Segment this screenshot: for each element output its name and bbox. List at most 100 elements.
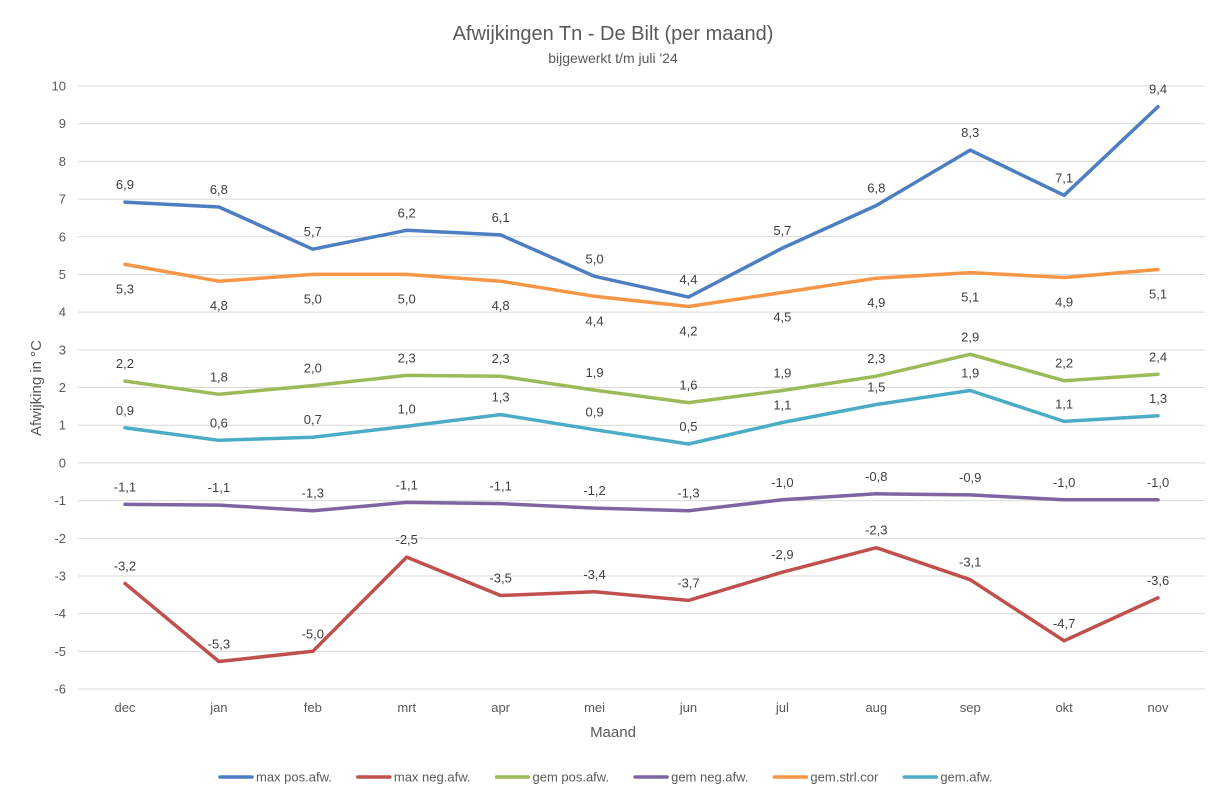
data-label: 1,1	[773, 398, 791, 413]
x-tick-label: mei	[584, 700, 605, 715]
legend-label: gem.afw.	[940, 770, 992, 785]
legend-label: gem.strl.cor	[810, 770, 879, 785]
legend: max pos.afw. max neg.afw. gem pos.afw. gem …	[218, 770, 992, 785]
x-tick-label: feb	[304, 700, 322, 715]
data-label: 1,0	[398, 401, 416, 416]
data-label: 1,8	[210, 369, 228, 384]
y-tick-label: 1	[59, 418, 66, 433]
y-tick-label: 10	[52, 79, 66, 94]
data-label: 1,3	[492, 390, 510, 405]
legend-label: gem neg.afw.	[671, 770, 748, 785]
data-label: -1,0	[1053, 475, 1075, 490]
data-label: -3,5	[489, 571, 511, 586]
data-label: 7,1	[1055, 170, 1073, 185]
data-label: -1,1	[208, 480, 230, 495]
x-tick-label: nov	[1148, 700, 1169, 715]
x-tick-label: jun	[679, 700, 697, 715]
legend-item: gem.strl.cor	[772, 770, 879, 785]
data-label: 0,7	[304, 412, 322, 427]
data-label: 1,9	[586, 365, 604, 380]
x-tick-label: aug	[865, 700, 887, 715]
y-tick-label: -2	[54, 531, 66, 546]
data-label: 2,2	[116, 356, 134, 371]
data-label: -3,6	[1147, 573, 1169, 588]
data-label: 4,8	[210, 298, 228, 313]
data-label: -1,3	[302, 486, 324, 501]
data-label: 0,5	[679, 419, 697, 434]
data-label: 2,9	[961, 329, 979, 344]
y-tick-label: 8	[59, 154, 66, 169]
data-label: 2,2	[1055, 356, 1073, 371]
y-tick-label: 0	[59, 455, 66, 470]
data-label: 5,7	[304, 224, 322, 239]
legend-item: gem neg.afw.	[633, 770, 748, 785]
y-tick-label: -3	[54, 568, 66, 583]
y-tick-label: 9	[59, 116, 66, 131]
data-label: 0,9	[116, 403, 134, 418]
data-label: 4,5	[773, 310, 791, 325]
y-tick-label: 3	[59, 342, 66, 357]
x-tick-label: jul	[775, 700, 789, 715]
y-tick-label: 5	[59, 267, 66, 282]
series-lines	[123, 104, 1160, 664]
legend-item: max pos.afw.	[218, 770, 332, 785]
data-label: 6,8	[210, 182, 228, 197]
data-labels: 6,9 6,8 5,7 6,2 6,1 5,0 4,4 5,7 6,8 8,3 7,1 9,4 -3,2…	[114, 82, 1169, 652]
x-tick-label: jan	[209, 700, 227, 715]
data-label: 4,8	[492, 298, 510, 313]
data-label: -3,7	[677, 575, 699, 590]
data-label: -2,5	[396, 532, 418, 547]
data-label: -1,0	[771, 475, 793, 490]
y-tick-label: -5	[54, 644, 66, 659]
data-label: 4,2	[679, 323, 697, 338]
data-label: -3,2	[114, 558, 136, 573]
x-tick-label: okt	[1055, 700, 1073, 715]
data-label: -4,7	[1053, 616, 1075, 631]
data-label: 6,8	[867, 180, 885, 195]
y-tick-label: -1	[54, 493, 66, 508]
chart-subtitle: bijgewerkt t/m juli '24	[548, 50, 678, 66]
x-axis-ticks: dec jan feb mrt apr mei jun jul aug sep okt nov	[114, 700, 1169, 715]
y-tick-label: 6	[59, 229, 66, 244]
data-label: 1,5	[867, 379, 885, 394]
data-label: 6,9	[116, 177, 134, 192]
data-label: -0,9	[959, 470, 981, 485]
data-label: 2,0	[304, 361, 322, 376]
data-label: 2,4	[1149, 349, 1167, 364]
data-label: 0,9	[586, 405, 604, 420]
legend-label: max pos.afw.	[256, 770, 332, 785]
legend-label: gem pos.afw.	[532, 770, 609, 785]
series-line-4	[123, 492, 1160, 513]
data-label: 6,2	[398, 205, 416, 220]
data-label: 8,3	[961, 125, 979, 140]
data-label: 2,3	[398, 350, 416, 365]
data-label: 5,1	[961, 290, 979, 305]
chart-title: Afwijkingen Tn - De Bilt (per maand)	[453, 23, 774, 45]
data-label: 5,7	[773, 223, 791, 238]
data-label: 5,3	[116, 281, 134, 296]
data-label: 2,3	[867, 351, 885, 366]
x-tick-label: sep	[960, 700, 981, 715]
data-label: -1,0	[1147, 475, 1169, 490]
data-label: -5,0	[302, 626, 324, 641]
gridlines	[78, 85, 1205, 690]
legend-item: max neg.afw.	[356, 770, 470, 785]
y-tick-label: -4	[54, 606, 66, 621]
data-label: 1,3	[1149, 391, 1167, 406]
data-label: 5,0	[304, 291, 322, 306]
x-tick-label: dec	[114, 700, 135, 715]
data-label: -5,3	[208, 636, 230, 651]
data-label: 5,1	[1149, 287, 1167, 302]
legend-item: gem pos.afw.	[494, 770, 609, 785]
data-label: -3,1	[959, 555, 981, 570]
x-tick-label: mrt	[397, 700, 416, 715]
series-line-5	[123, 262, 1160, 309]
data-label: 4,9	[867, 295, 885, 310]
data-label: 4,4	[679, 272, 697, 287]
data-label: 1,9	[773, 366, 791, 381]
data-label: -1,1	[114, 479, 136, 494]
legend-item: gem.afw.	[902, 770, 992, 785]
data-label: 1,9	[961, 366, 979, 381]
